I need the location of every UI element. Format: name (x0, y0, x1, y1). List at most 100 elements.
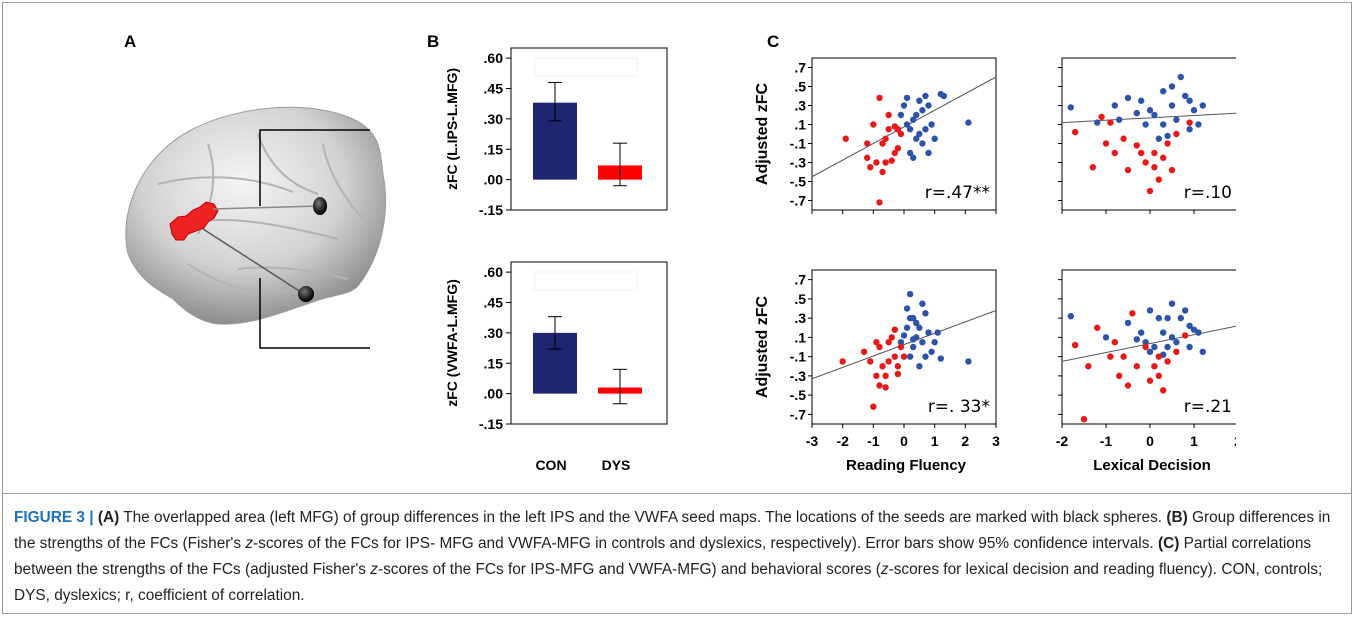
point-dys (1155, 353, 1163, 360)
point-con (897, 338, 905, 346)
point-con (922, 92, 929, 100)
point-con (903, 305, 911, 312)
point-con (903, 94, 911, 102)
point-dys (1120, 353, 1127, 360)
point-dys (870, 403, 877, 410)
y-tick-label: -.3 (790, 368, 807, 384)
point-con (919, 338, 926, 346)
point-con (1186, 97, 1193, 104)
scatter-plot-3: .7 .5 .3 .1 -.1 -.3 -.5 -.7 -3 -2 -1 0 1 2 3 Adjusted z… (754, 269, 1000, 474)
point-dys (1142, 159, 1149, 166)
point-con (1155, 135, 1163, 142)
point-con (1102, 334, 1110, 341)
x-axis-title: Reading Fluency (846, 457, 967, 474)
point-con (1124, 319, 1132, 327)
point-con (1155, 314, 1163, 322)
y-tick-label: -.5 (790, 174, 807, 190)
x-category-label: DYS (602, 457, 631, 473)
point-con (919, 107, 926, 114)
point-con (1199, 348, 1207, 356)
x-tick-label: 1 (1190, 433, 1198, 449)
caption-a-text: The overlapped area (left MFG) of group … (119, 509, 1167, 526)
y-tick-label: .15 (484, 141, 504, 157)
point-dys (1173, 130, 1180, 138)
caption-c-tag: (C) (1157, 535, 1180, 552)
regression-line (1062, 112, 1238, 124)
point-dys (1168, 166, 1176, 174)
point-dys (1111, 338, 1118, 346)
caption-b-italic: z (245, 535, 254, 552)
scatter-plot-frame (1061, 57, 1239, 211)
scatter-plot-frame (1061, 269, 1239, 425)
point-dys (900, 353, 908, 360)
y-tick-label: .15 (484, 355, 504, 371)
point-dys (842, 135, 849, 142)
point-con (1164, 314, 1171, 322)
point-con (1168, 300, 1176, 307)
point-dys (885, 358, 892, 365)
point-con (910, 343, 917, 351)
point-dys (879, 168, 886, 176)
bar-chart-2: .60 .45 .30 .15 .00 -.15 zFC (VWFA-L.MFG) CON DY… (444, 261, 668, 473)
point-con (922, 353, 929, 360)
point-con (916, 97, 923, 104)
point-con (965, 119, 972, 126)
y-tick-label: -.7 (790, 193, 807, 209)
caption-c-text-1: Partial correlations between the strengt… (14, 535, 1312, 578)
point-con (910, 154, 917, 161)
x-tick-label: -2 (1056, 433, 1069, 449)
point-dys (1089, 164, 1096, 171)
regression-line (1062, 325, 1238, 362)
point-con (937, 355, 944, 362)
regression-line (812, 76, 996, 178)
point-con (922, 126, 929, 133)
point-dys (1164, 358, 1171, 365)
point-con (906, 314, 914, 322)
point-dys (1146, 377, 1154, 384)
point-dys (1155, 176, 1163, 183)
point-con (1142, 338, 1149, 346)
bar-chart-1: .60 .45 .30 .15 .00 -.15 zFC (L.IPS-L.MFG) (444, 47, 668, 218)
point-con (913, 111, 920, 119)
point-con (1138, 329, 1145, 336)
point-con (1190, 107, 1198, 114)
point-con (1146, 348, 1154, 356)
point-con (1177, 314, 1185, 322)
point-dys (1173, 348, 1180, 356)
point-con (1138, 97, 1145, 104)
point-con (1168, 102, 1176, 109)
ips-seed-sphere (313, 197, 327, 215)
point-dys (1116, 372, 1123, 380)
x-category-label: CON (535, 457, 566, 473)
x-tick-label: -3 (806, 433, 819, 449)
brain-sulci (157, 133, 369, 294)
panel-a-label: A (124, 32, 137, 51)
point-con (1173, 338, 1180, 346)
y-tick-label: .7 (794, 60, 806, 76)
point-con (1067, 313, 1074, 320)
point-dys (867, 358, 874, 365)
x-tick-label: 0 (900, 433, 908, 449)
x-tick-label: 2 (961, 433, 969, 449)
point-con (1182, 307, 1189, 314)
vwfa-seed-sphere (298, 286, 314, 302)
point-con (1160, 88, 1167, 95)
point-dys (885, 126, 892, 133)
point-dys (870, 121, 877, 128)
point-con (1173, 116, 1180, 123)
point-con (1164, 343, 1171, 351)
point-con (906, 290, 914, 298)
point-dys (876, 199, 883, 206)
point-dys (1160, 154, 1167, 161)
regression-line (812, 309, 996, 380)
correlation-label: r=.47** (925, 183, 990, 203)
point-con (1182, 92, 1189, 100)
point-con (916, 363, 923, 370)
point-dys (891, 123, 898, 130)
point-con (919, 140, 926, 147)
y-axis-title: zFC (L.IPS-L.MFG) (444, 68, 460, 190)
point-con (1124, 94, 1132, 102)
point-dys (894, 145, 902, 152)
y-tick-label: .1 (794, 329, 806, 345)
